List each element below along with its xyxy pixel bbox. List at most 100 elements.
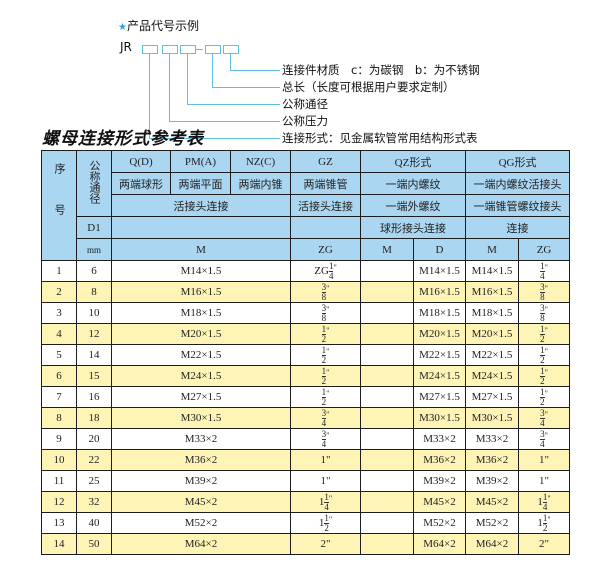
denominator: 4 [328,270,334,281]
table-row: 1 6 M14×1.5 ZG 1 4 " M14×1.5 M14×1.5 1 4 " [41,260,571,282]
inch-mark: " [544,283,548,293]
cell-qg-zg: 1" [518,470,571,492]
inch-mark: " [544,304,548,314]
cell-qz-m [360,323,414,345]
cell-qg-zg: 1 4 " [518,260,571,282]
cell-m: M22×1.5 [111,344,291,366]
denominator: 4 [321,417,327,428]
pipe-size-prefix: 2" [320,538,331,550]
cell-qg-m: M14×1.5 [465,260,520,282]
cell-gz: 1 1 2 " [290,512,361,534]
cell-qz-m [360,533,414,555]
numerator: 3 [321,302,327,314]
cell-qg-m: M20×1.5 [465,323,520,345]
inch-mark: " [333,262,337,272]
cell-qz-m [360,302,414,324]
cell-dn: 40 [76,512,112,534]
cell-gz: 1 2 " [290,386,361,408]
pipe-size-whole: 1 [537,516,543,529]
numerator: 1 [321,323,327,335]
table-row: 3 10 M18×1.5 3 8 " M18×1.5 M18×1.5 3 8 " [41,302,571,324]
cell-qg-m: M16×1.5 [465,281,520,303]
denominator: 2 [321,354,327,365]
denominator: 2 [321,333,327,344]
numerator: 1 [324,512,329,524]
inch-mark: " [328,493,333,503]
cell-gz: 3 4 " [290,407,361,429]
table-row: 10 22 M36×2 1" M36×2 M36×2 1" [41,449,571,471]
cell-qg-zg: 3 8 " [518,281,571,303]
numerator: 1 [324,491,329,503]
header-type: QG形式 [465,150,571,173]
pipe-size-prefix: 1" [320,454,331,466]
cell-qg-zg: 3 8 " [518,302,571,324]
cell-no: 10 [41,449,77,471]
cell-qg-m: M30×1.5 [465,407,520,429]
cell-gz: 1 2 " [290,365,361,387]
denominator: 8 [540,312,545,323]
cell-gz: 1" [290,470,361,492]
cell-no: 14 [41,533,77,555]
numerator: 1 [321,386,327,398]
denominator: 2 [540,375,545,386]
legend-label: 连接件材质 c：为碳钢 b：为不锈钢 [282,63,480,77]
header-type: NZ(C) [230,150,291,173]
code-box [180,45,196,54]
header-unit: ZG [518,238,571,261]
cell-qz-d: M16×1.5 [412,281,467,303]
cell-gz: 1 2 " [290,344,361,366]
cell-no: 4 [41,323,77,345]
header-conn: 一端锥管螺纹接头 [465,194,571,217]
header-conn: 活接头连接 [290,194,361,217]
cell-qg-m: M22×1.5 [465,344,520,366]
cell-dn: 12 [76,323,112,345]
cell-no: 2 [41,281,77,303]
cell-dn: 22 [76,449,112,471]
cell-qg-m: M45×2 [465,491,520,513]
cell-qz-m [360,491,414,513]
cell-dn: 16 [76,386,112,408]
code-box [162,45,178,54]
cell-m: M39×2 [111,470,291,492]
table-row: 8 18 M30×1.5 3 4 " M30×1.5 M30×1.5 3 4 " [41,407,571,429]
header-unit: M [465,238,520,261]
cell-qz-d: M36×2 [412,449,467,471]
numerator: 1 [321,344,327,356]
header-type: QZ形式 [359,150,467,173]
numerator: 1 [540,365,545,377]
cell-qz-m [360,344,414,366]
legend-label: 总长（长度可根据用户要求定制） [282,80,455,94]
inch-mark: " [326,409,330,419]
cell-no: 13 [41,512,77,534]
cell-qz-d: M64×2 [412,533,467,555]
cell-qg-m: M39×2 [465,470,520,492]
cell-qz-d: M18×1.5 [412,302,467,324]
cell-dn: 6 [76,260,112,282]
inch-mark: " [544,388,548,398]
header-type: GZ [290,150,361,173]
numerator: 1 [540,260,545,272]
cell-qz-m [360,407,414,429]
header-unit: M [111,238,291,261]
numerator: 3 [540,428,545,440]
cell-m: M18×1.5 [111,302,291,324]
cell-qg-zg: 1 2 " [518,386,571,408]
pipe-size-prefix: ZG [314,264,329,277]
cell-qz-d: M27×1.5 [412,386,467,408]
table-row: 2 8 M16×1.5 3 8 " M16×1.5 M16×1.5 3 8 " [41,281,571,303]
cell-m: M36×2 [111,449,291,471]
pipe-size-whole: 1 [318,495,325,508]
inch-mark: " [328,514,333,524]
cell-no: 9 [41,428,77,450]
denominator: 4 [540,438,545,449]
denominator: 8 [321,291,327,302]
cell-qg-zg: 1 2 " [518,344,571,366]
cell-m: M20×1.5 [111,323,291,345]
cell-qz-m [360,512,414,534]
cell-gz: 2" [290,533,361,555]
